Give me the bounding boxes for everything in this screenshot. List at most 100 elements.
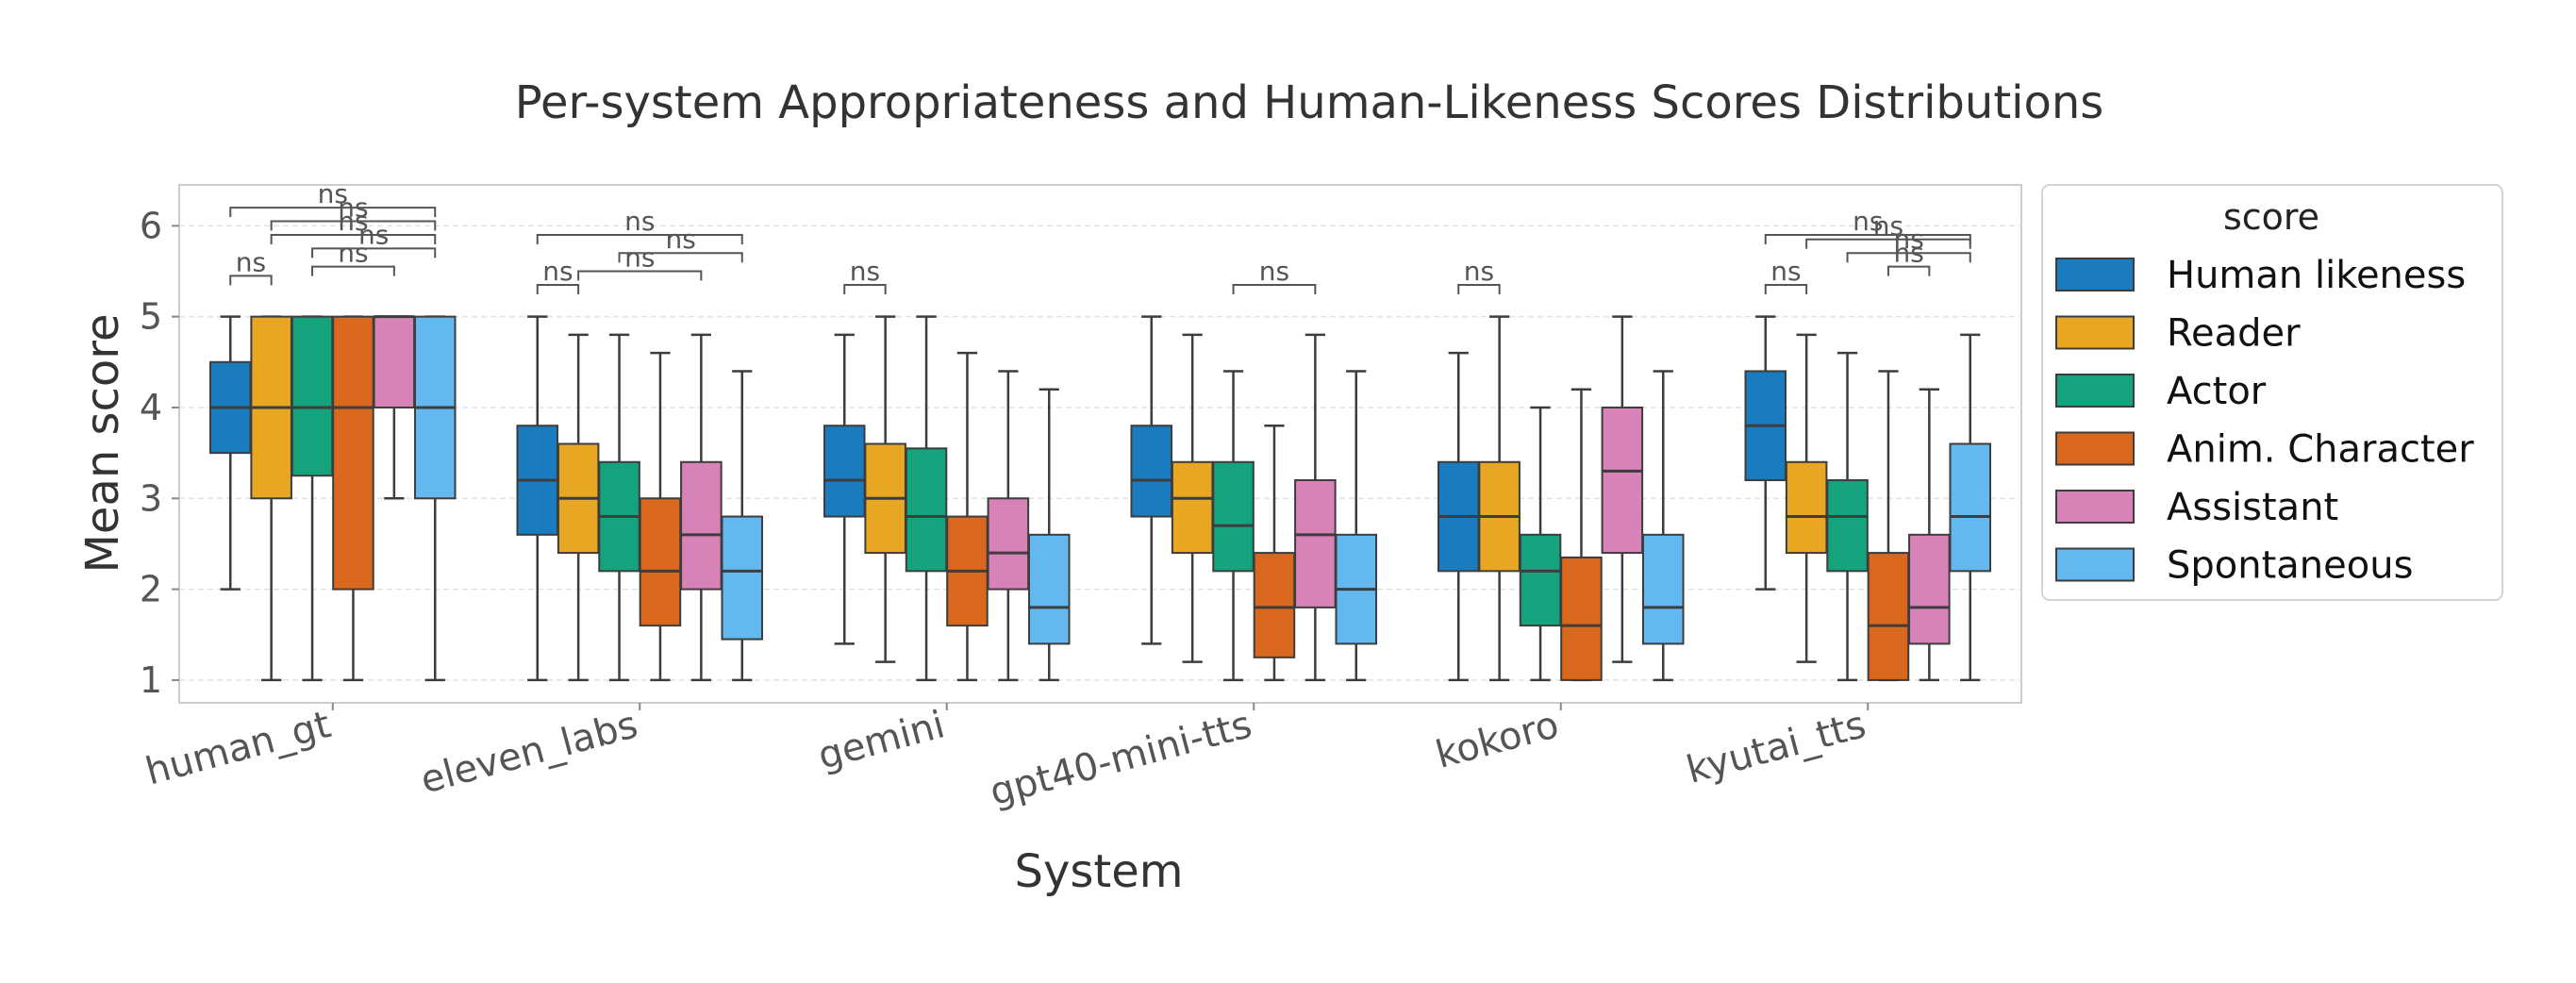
legend-label: Anim. Character [2167, 428, 2474, 472]
y-tick-label: 4 [140, 387, 162, 428]
box-assistant-kokoro [1601, 315, 1644, 663]
bracket-line [618, 252, 743, 263]
bracket-line [577, 270, 703, 281]
box-body [721, 515, 764, 641]
bracket-line [536, 283, 580, 294]
legend-item: Anim. Character [2055, 428, 2474, 472]
box-body [1601, 406, 1644, 555]
box-spontaneous-gpt40-mini-tts [1335, 370, 1378, 682]
box-assistant-kyutai-tts [1908, 388, 1951, 682]
box-assistant-gpt40-mini-tts [1294, 333, 1337, 682]
box-body [1785, 460, 1828, 555]
box-human-likeness-gemini [823, 333, 866, 645]
box-body [1867, 552, 1910, 681]
box-body [1949, 442, 1992, 573]
y-tick-label: 6 [140, 205, 162, 246]
box-actor-human-gt [291, 315, 334, 682]
box-body [1253, 552, 1296, 658]
box-spontaneous-eleven-labs [721, 370, 764, 682]
box-body [1641, 533, 1685, 645]
box-body [905, 447, 948, 573]
legend-item: Human likeness [2055, 254, 2466, 297]
box-actor-gemini [905, 315, 948, 682]
bracket-line [229, 207, 437, 218]
x-tick-label: gemini [814, 703, 950, 778]
significance-bracket: ns [1764, 206, 1971, 244]
box-human-likeness-gpt40-mini-tts [1130, 315, 1173, 645]
legend-label: Human likeness [2167, 254, 2466, 297]
significance-bracket: ns [229, 178, 437, 218]
significance-bracket: ns [536, 256, 580, 294]
legend-swatch [2055, 315, 2135, 350]
box-reader-kokoro [1478, 315, 1521, 682]
box-actor-gpt40-mini-tts [1212, 370, 1255, 682]
bracket-line [1886, 265, 1931, 276]
significance-bracket: ns [1232, 256, 1317, 294]
legend-label: Spontaneous [2167, 544, 2413, 588]
legend-box [2041, 184, 2503, 601]
box-spontaneous-kokoro [1641, 370, 1685, 682]
legend-swatch [2055, 258, 2135, 292]
box-reader-human-gt [250, 315, 292, 682]
box-body [1908, 533, 1951, 645]
legend-swatch [2055, 490, 2135, 524]
significance-label: ns [542, 256, 573, 287]
significance-label: ns [1873, 210, 1903, 242]
bracket-line [1764, 283, 1808, 294]
box-body [1560, 556, 1603, 681]
bracket-line [1232, 283, 1317, 294]
legend-title: score [2223, 196, 2319, 238]
box-body [291, 315, 334, 477]
significance-bracket: ns [536, 206, 743, 244]
y-tick-label: 1 [140, 659, 162, 701]
legend-item: Assistant [2055, 486, 2338, 529]
legend-label: Assistant [2167, 486, 2338, 529]
bracket-line [270, 233, 437, 244]
box-anim-character-human-gt [332, 315, 374, 682]
box-assistant-gemini [987, 370, 1030, 682]
significance-label: ns [850, 256, 880, 287]
bracket-line [229, 275, 273, 286]
chart-title: Per-system Appropriateness and Human-Lik… [515, 76, 2104, 129]
significance-label: ns [1853, 206, 1883, 237]
significance-bracket: ns [311, 238, 395, 276]
box-actor-eleven-labs [598, 333, 640, 682]
box-spontaneous-kyutai-tts [1949, 333, 1992, 682]
box-human-likeness-kyutai-tts [1744, 315, 1787, 591]
significance-bracket: ns [270, 192, 437, 231]
box-body [1212, 460, 1255, 573]
significance-label: ns [338, 238, 368, 269]
box-anim-character-gemini [946, 351, 989, 682]
x-tick-label: human_gt [141, 703, 336, 793]
x-axis-label: System [1015, 845, 1184, 898]
box-actor-kokoro [1519, 406, 1562, 682]
bracket-line [311, 247, 437, 258]
x-tick-label: kokoro [1431, 703, 1563, 777]
box-human-likeness-kokoro [1437, 351, 1480, 682]
box-body [1171, 460, 1214, 555]
significance-bracket: ns [1457, 256, 1501, 294]
bracket-line [311, 265, 395, 276]
significance-label: ns [1259, 256, 1289, 287]
legend-swatch [2055, 547, 2135, 582]
y-axis-label: Mean score [76, 313, 129, 573]
box-reader-gemini [864, 315, 906, 663]
box-anim-character-kokoro [1560, 388, 1603, 682]
box-body [373, 315, 416, 408]
bracket-line [270, 220, 437, 231]
box-body [987, 497, 1030, 591]
box-actor-kyutai-tts [1826, 351, 1869, 682]
box-anim-character-gpt40-mini-tts [1253, 424, 1296, 682]
box-body [639, 497, 682, 627]
significance-label: ns [318, 178, 348, 209]
bracket-line [843, 283, 887, 294]
x-tick-label: gpt40-mini-tts [986, 703, 1256, 814]
bracket-line [1846, 252, 1971, 263]
box-body [823, 425, 866, 518]
significance-label: ns [338, 192, 368, 224]
significance-bracket: ns [1764, 256, 1808, 294]
plot-area [178, 184, 2022, 704]
legend-swatch [2055, 431, 2135, 466]
box-spontaneous-gemini [1027, 388, 1071, 682]
box-reader-eleven-labs [557, 333, 600, 682]
